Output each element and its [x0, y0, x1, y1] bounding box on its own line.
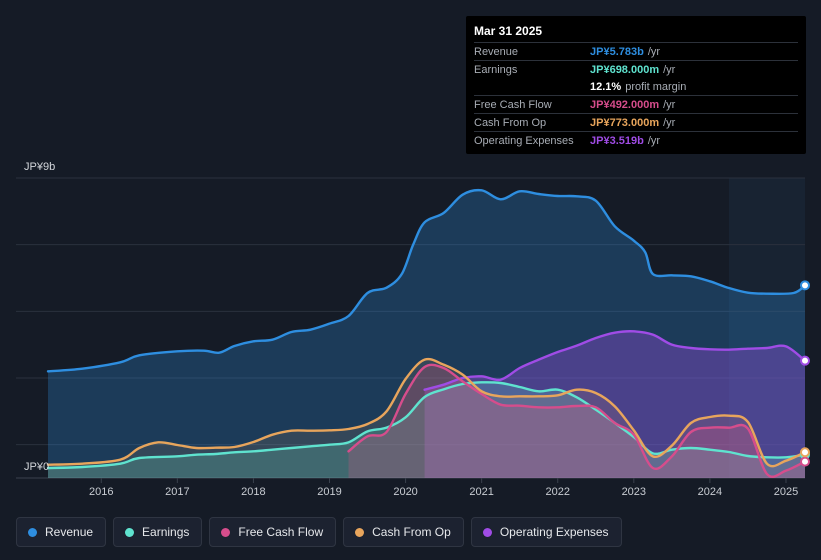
revenue-end-marker	[800, 280, 810, 291]
x-tick-label: 2018	[241, 486, 265, 498]
series-lines	[46, 188, 807, 478]
x-axis-ticks: 2016 2017 2018 2019 2020 2021 2022 2023 2024 2025	[89, 478, 798, 498]
tooltip-label: Earnings	[474, 63, 518, 76]
legend-dot-icon	[355, 527, 365, 537]
operating-expenses-area	[424, 331, 805, 478]
revenue-line	[46, 188, 807, 373]
tooltip-label: Free Cash Flow	[474, 98, 552, 111]
tooltip-row-earnings: Earnings JP¥698.000m /yr	[474, 60, 798, 78]
x-tick-label: 2017	[165, 486, 189, 498]
y-axis-top-label: JP¥9b	[24, 161, 55, 173]
cash-from-op-line	[46, 357, 807, 468]
legend-item-cash-from-op[interactable]: Cash From Op	[343, 517, 464, 547]
cash-from-op-end-marker	[800, 447, 810, 458]
legend-label: Revenue	[45, 525, 94, 539]
x-tick-label: 2016	[89, 486, 113, 498]
legend-dot-icon	[125, 527, 135, 537]
legend-dot-icon	[221, 527, 231, 537]
free-cash-flow-line	[347, 363, 807, 478]
cash-from-op-area	[48, 359, 805, 478]
x-tick-label: 2019	[317, 486, 341, 498]
tooltip-unit: /yr	[663, 98, 676, 111]
y-axis-bottom-label: JP¥0	[24, 461, 49, 473]
tooltip-unit: /yr	[663, 116, 676, 129]
legend-item-earnings[interactable]: Earnings	[113, 517, 203, 547]
tooltip-row-operating-expenses: Operating Expenses JP¥3.519b /yr	[474, 131, 798, 149]
tooltip-value: JP¥698.000m	[590, 63, 660, 76]
x-tick-label: 2025	[774, 486, 798, 498]
chart-legend: Revenue Earnings Free Cash Flow Cash Fro…	[16, 517, 629, 549]
tooltip-row-free-cash-flow: Free Cash Flow JP¥492.000m /yr	[474, 95, 798, 113]
legend-label: Earnings	[142, 525, 190, 539]
series-end-markers	[800, 280, 810, 467]
operating-expenses-end-marker	[800, 355, 810, 366]
tooltip-label: Cash From Op	[474, 116, 547, 129]
tooltip-date: Mar 31 2025	[474, 24, 543, 38]
chart-canvas: 2016 2017 2018 2019 2020 2021 2022 2023 2024 2025…	[16, 161, 810, 498]
x-tick-label: 2024	[698, 486, 722, 498]
legend-label: Operating Expenses	[499, 525, 609, 539]
tooltip-value: JP¥3.519b	[590, 134, 644, 147]
legend-item-free-cash-flow[interactable]: Free Cash Flow	[209, 517, 337, 547]
legend-dot-icon	[482, 527, 492, 537]
tooltip-panel: Mar 31 2025 Revenue JP¥5.783b /yr Earnin…	[466, 16, 806, 154]
x-tick-label: 2020	[393, 486, 417, 498]
gridlines	[16, 177, 805, 479]
x-tick-label: 2022	[545, 486, 569, 498]
tooltip-row-cash-from-op: Cash From Op JP¥773.000m /yr	[474, 113, 798, 131]
earnings-area	[48, 382, 805, 478]
free-cash-flow-area	[348, 364, 805, 478]
tooltip-value: 12.1%	[590, 80, 622, 93]
legend-label: Free Cash Flow	[238, 525, 324, 539]
legend-label: Cash From Op	[372, 525, 451, 539]
legend-item-revenue[interactable]: Revenue	[16, 517, 107, 547]
tooltip-unit: profit margin	[625, 80, 687, 93]
legend-dot-icon	[28, 527, 37, 537]
earnings-line	[46, 381, 807, 470]
free-cash-flow-end-marker	[800, 456, 810, 467]
tooltip-label: Operating Expenses	[474, 134, 574, 147]
tooltip-label: Revenue	[474, 45, 519, 58]
legend-item-operating-expenses[interactable]: Operating Expenses	[470, 517, 622, 547]
x-tick-label: 2023	[622, 486, 646, 498]
tooltip-row-profit-margin: 12.1% profit margin	[474, 78, 798, 95]
tooltip-value: JP¥773.000m	[590, 116, 660, 129]
forecast-shade	[728, 178, 805, 478]
tooltip-value: JP¥5.783b	[590, 45, 644, 58]
tooltip-value: JP¥492.000m	[590, 98, 660, 111]
series-areas	[48, 190, 805, 478]
tooltip-row-revenue: Revenue JP¥5.783b /yr	[474, 42, 798, 60]
tooltip-unit: /yr	[663, 63, 676, 76]
operating-expenses-line	[423, 330, 807, 391]
tooltip-unit: /yr	[647, 45, 661, 58]
x-tick-label: 2021	[469, 486, 493, 498]
tooltip-unit: /yr	[647, 134, 661, 147]
